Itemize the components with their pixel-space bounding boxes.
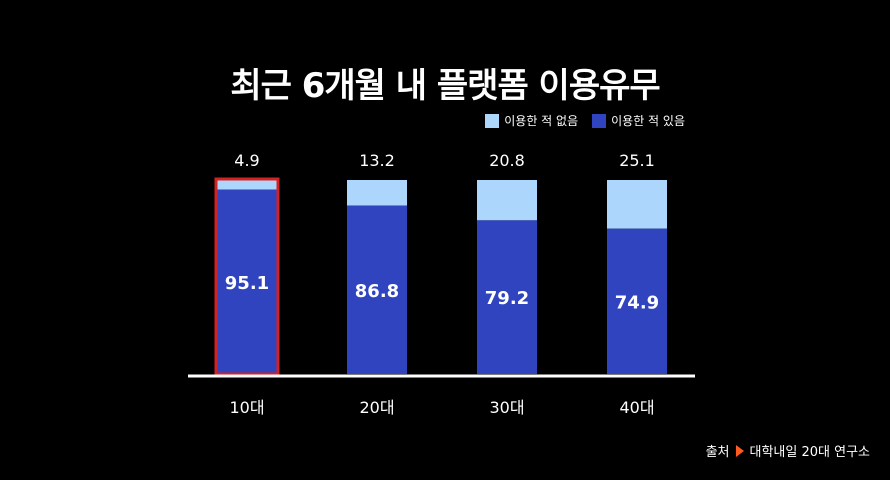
data-label-not-used: 13.2	[359, 151, 395, 170]
bar-segment-not-used	[347, 180, 407, 206]
legend: 이용한 적 없음 이용한 적 있음	[485, 112, 685, 129]
legend-label-not-used: 이용한 적 없음	[504, 114, 579, 128]
bar-segment-used	[217, 189, 277, 374]
bar-segment-not-used	[217, 180, 277, 190]
data-label-not-used: 25.1	[619, 151, 655, 170]
data-label-used: 95.1	[225, 273, 269, 294]
x-tick-label: 30대	[489, 398, 524, 417]
x-tick-label: 40대	[619, 398, 654, 417]
data-label-not-used: 4.9	[234, 151, 259, 170]
data-label-used: 86.8	[355, 281, 399, 302]
bar-segment-not-used	[477, 180, 537, 221]
bar-segment-used	[607, 228, 667, 374]
legend-swatch-used	[592, 113, 607, 128]
data-label-not-used: 20.8	[489, 151, 525, 170]
bar-segment-used	[477, 220, 537, 374]
legend-swatch-not-used	[485, 113, 500, 128]
chart-title: 최근 6개월 내 플랫폼 이용유무	[230, 66, 660, 106]
data-label-used: 74.9	[615, 292, 659, 313]
legend-item-used: 이용한 적 있음	[592, 112, 685, 129]
source-label: 출처	[705, 445, 730, 460]
legend-item-not-used: 이용한 적 없음	[485, 112, 578, 129]
source-text: 대학내일 20대 연구소	[749, 445, 871, 460]
bar-segment-not-used	[607, 180, 667, 229]
source-arrow-icon	[735, 444, 744, 457]
bar-segment-used	[347, 205, 407, 374]
x-tick-label: 20대	[359, 398, 394, 417]
legend-label-used: 이용한 적 있음	[611, 114, 685, 128]
data-label-used: 79.2	[485, 288, 529, 309]
x-tick-label: 10대	[229, 398, 264, 417]
highlight-box	[214, 177, 280, 376]
source-note: 출처 대학내일 20대 연구소	[706, 441, 870, 460]
